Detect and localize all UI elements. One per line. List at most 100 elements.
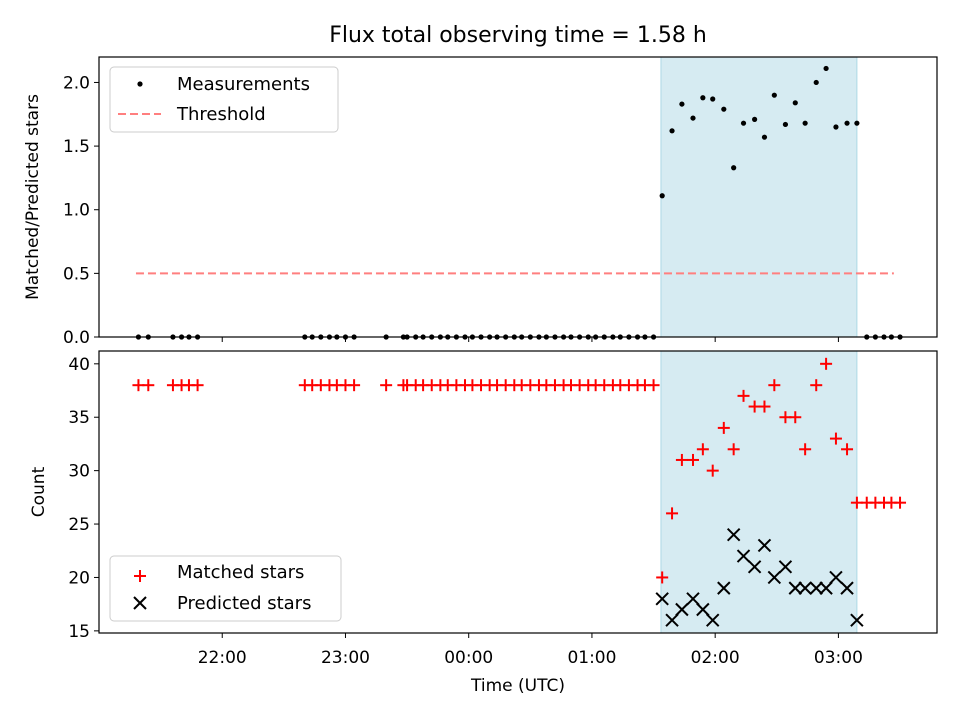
predicted-star-point — [850, 613, 864, 627]
y-tick-label: 35 — [68, 408, 90, 428]
bottom-y-ticks: 15 20 25 30 35 40 — [68, 355, 99, 642]
matched-star-point — [799, 443, 812, 456]
matched-star-point — [647, 379, 660, 392]
measurement-point — [844, 120, 850, 126]
bottom-x-ticks: 22:00 23:00 00:00 01:00 02:00 03:00 — [198, 633, 863, 668]
bottom-predicted-stars — [655, 528, 864, 627]
y-tick-label: 40 — [68, 355, 90, 375]
predicted-star-point — [788, 581, 802, 595]
predicted-star-point — [655, 592, 669, 606]
matched-star-point — [768, 379, 781, 392]
top-x-ticks — [221, 337, 839, 342]
y-tick-label: 0.0 — [63, 328, 90, 348]
predicted-star-point — [747, 560, 762, 574]
top-highlight-span — [660, 56, 858, 338]
measurement-point — [700, 95, 706, 101]
chart-title: Flux total observing time = 1.58 h — [329, 23, 707, 48]
y-tick-label: 0.5 — [63, 264, 90, 284]
y-tick-label: 15 — [68, 622, 90, 642]
predicted-star-point — [778, 560, 793, 574]
measurement-point — [752, 116, 758, 122]
x-tick-label: 23:00 — [321, 648, 370, 668]
legend-predicted-marker — [133, 596, 147, 610]
measurement-point — [782, 121, 789, 128]
matched-star-point — [810, 379, 823, 392]
y-tick-label: 20 — [68, 568, 90, 588]
legend-measurements-marker — [137, 81, 143, 87]
measurement-point — [792, 100, 798, 106]
measurement-point — [740, 120, 747, 126]
y-tick-label: 2.0 — [63, 73, 90, 93]
matched-star-point — [758, 400, 771, 413]
predicted-star-point — [717, 581, 731, 595]
measurement-point — [833, 124, 839, 130]
predicted-star-point — [706, 613, 720, 627]
matched-star-point — [380, 379, 393, 392]
predicted-star-point — [798, 581, 812, 595]
top-y-axis-label: Matched/Predicted stars — [23, 94, 43, 300]
x-tick-label: 22:00 — [198, 648, 247, 668]
bottom-y-axis-label: Count — [29, 466, 49, 517]
predicted-star-point — [819, 581, 833, 595]
predicted-star-point — [757, 538, 772, 553]
matched-star-point — [191, 379, 204, 392]
matched-star-point — [727, 443, 740, 456]
matched-star-point — [717, 421, 730, 434]
measurement-point — [679, 101, 685, 107]
y-tick-label: 25 — [68, 515, 90, 535]
matched-star-point — [142, 379, 155, 392]
matched-star-point — [666, 507, 679, 520]
bottom-matched-stars — [132, 357, 907, 584]
predicted-star-point — [686, 592, 700, 606]
y-tick-label: 1.0 — [63, 201, 90, 221]
measurement-point — [771, 92, 777, 98]
predicted-star-point — [675, 602, 689, 617]
measurement-point — [813, 79, 819, 86]
predicted-star-point — [726, 528, 741, 542]
bottom-axes-frame — [98, 350, 938, 634]
predicted-star-point — [665, 613, 679, 627]
measurement-point — [761, 134, 768, 140]
y-tick-label: 30 — [68, 462, 90, 482]
measurement-point — [731, 165, 737, 171]
x-tick-label: 00:00 — [444, 648, 493, 668]
measurement-point — [669, 128, 675, 134]
highlight-span-rect — [660, 56, 858, 338]
matched-star-point — [706, 464, 719, 477]
measurement-point — [802, 120, 808, 126]
matched-star-point — [829, 432, 842, 445]
predicted-star-point — [696, 602, 710, 617]
measurement-point — [659, 193, 665, 199]
predicted-star-point — [809, 581, 823, 595]
matched-star-point — [675, 453, 688, 466]
measurement-point — [823, 65, 829, 72]
legend-matched-marker — [134, 570, 146, 582]
x-axis-label: Time (UTC) — [470, 676, 565, 696]
x-tick-label: 03:00 — [814, 648, 863, 668]
predicted-star-point — [767, 570, 782, 585]
y-tick-label: 1.5 — [63, 137, 90, 157]
bottom-legend: Matched stars Predicted stars — [109, 555, 342, 622]
measurement-point — [710, 96, 716, 102]
legend-predicted-label: Predicted stars — [177, 593, 311, 614]
matched-star-point — [348, 379, 361, 392]
x-tick-label: 02:00 — [691, 648, 740, 668]
matched-star-point — [686, 453, 699, 466]
top-legend: Measurements Threshold — [109, 66, 339, 133]
measurement-point — [854, 120, 860, 126]
bottom-panel: 15 20 25 30 35 40 22:00 23:00 00:00 01:00 02:00 03… — [29, 350, 938, 696]
predicted-star-point — [840, 581, 854, 595]
matched-star-point — [656, 571, 669, 584]
top-axes-frame — [98, 56, 938, 338]
matched-star-point — [789, 411, 802, 424]
predicted-star-point — [736, 549, 751, 563]
measurement-point — [690, 115, 696, 121]
legend-threshold-label: Threshold — [176, 104, 266, 125]
matched-star-point — [841, 443, 854, 456]
matched-star-point — [820, 357, 833, 370]
legend-matched-label: Matched stars — [177, 562, 304, 583]
legend-measurements-label: Measurements — [177, 74, 310, 95]
x-tick-label: 01:00 — [567, 648, 616, 668]
matched-star-point — [737, 389, 750, 402]
